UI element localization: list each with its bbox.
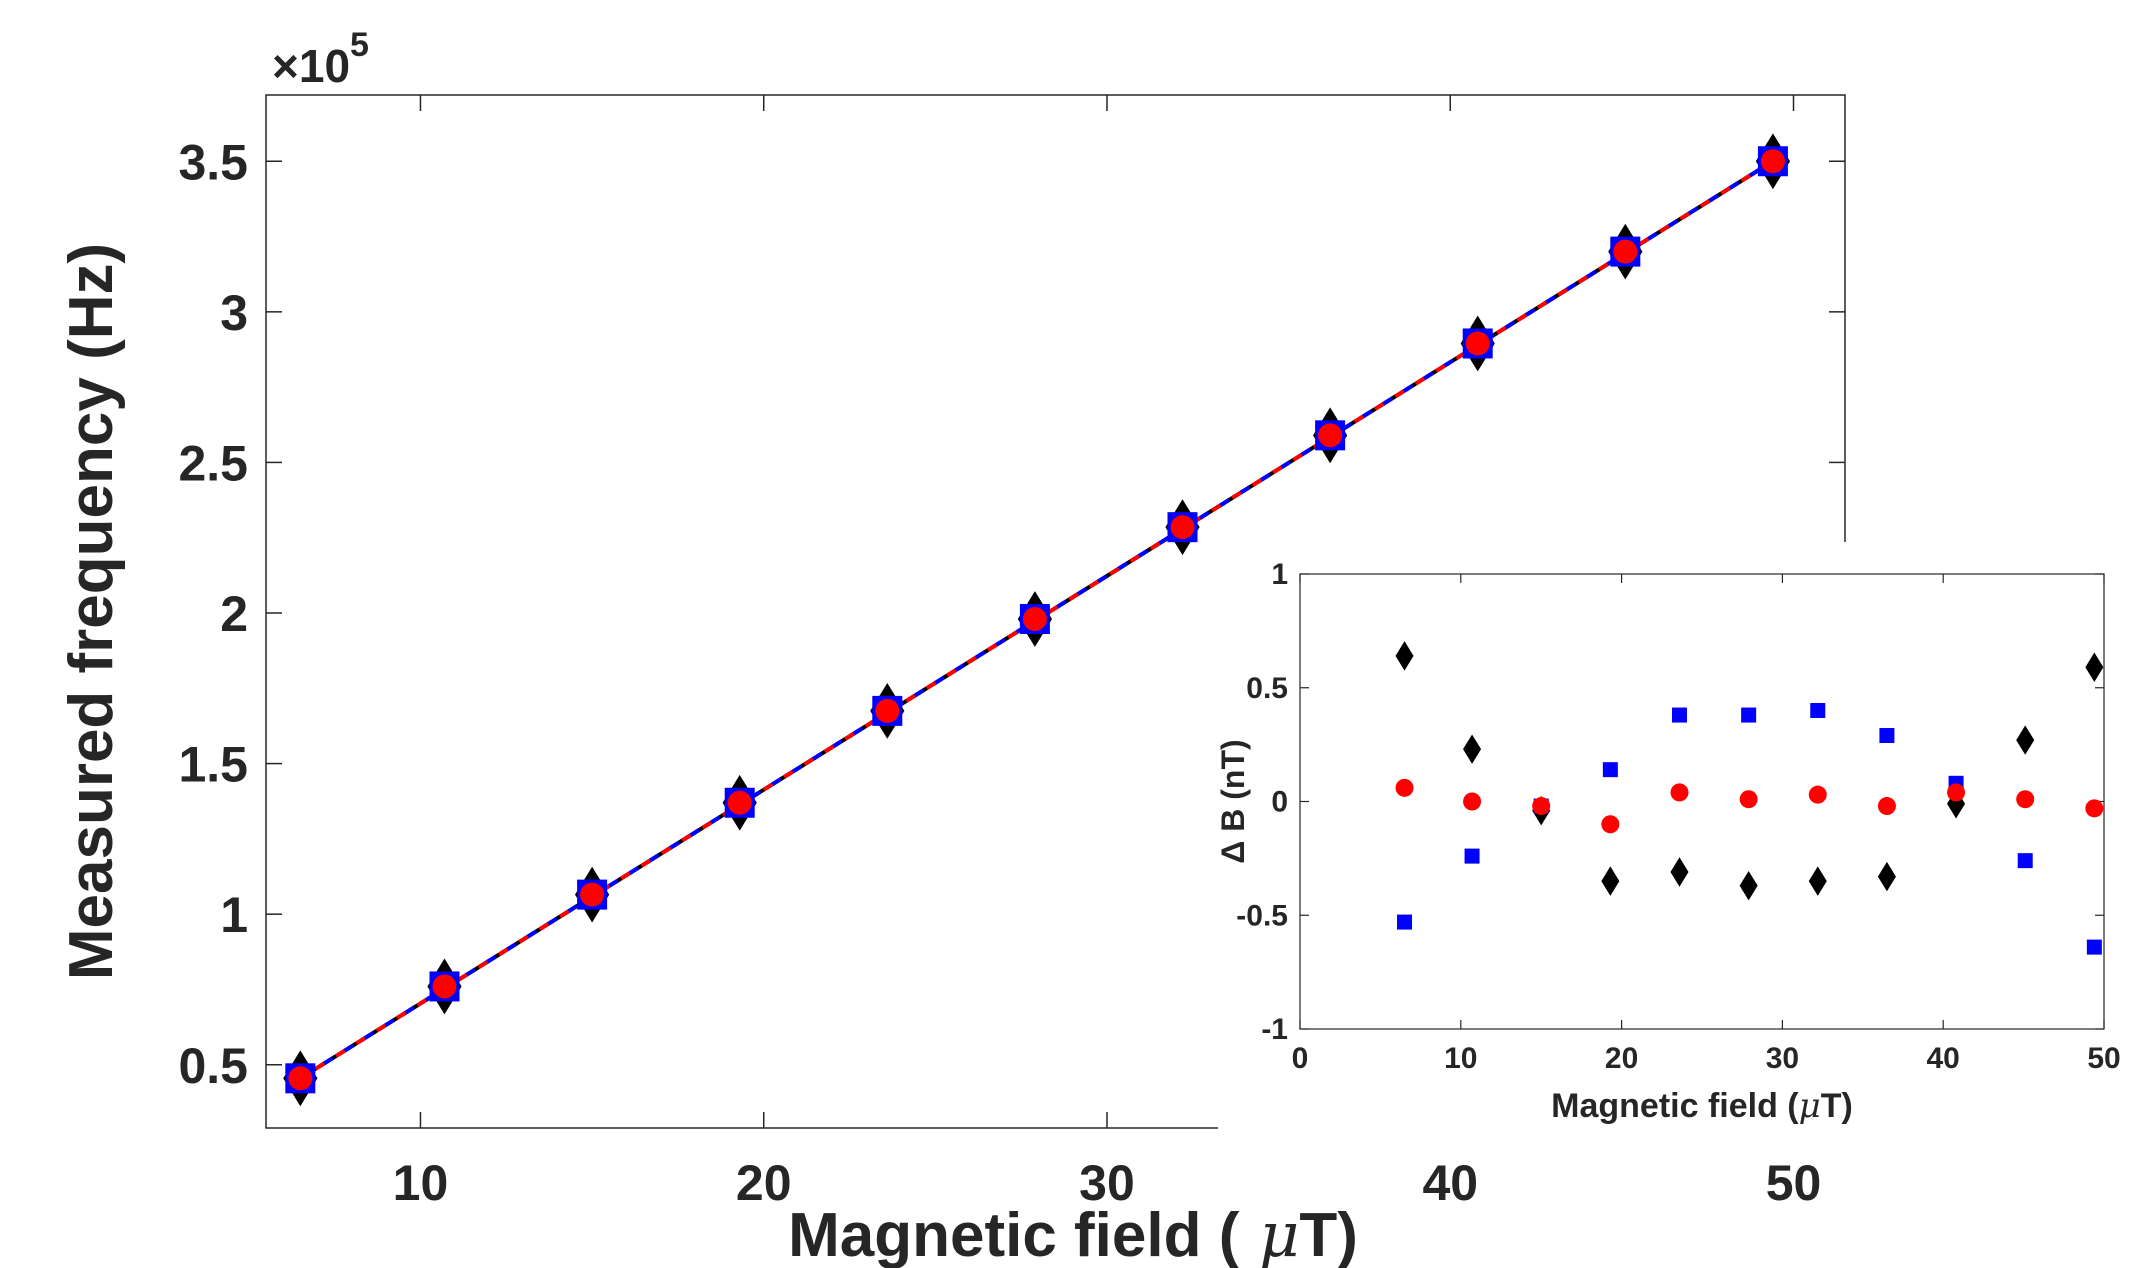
inset-point-diamond (1463, 734, 1482, 764)
inset-point-circle (2085, 799, 2104, 818)
main-point-circle (432, 974, 457, 999)
inset-chart: 0 10 20 30 40 50 -1 -0.5 0 0.5 1 Magnetic field (μT… (1215, 542, 2129, 1132)
main-x-tick-label: 30 (1079, 1155, 1135, 1211)
inset-point-square (1397, 914, 1413, 930)
inset-point-square (2017, 853, 2033, 869)
inset-y-tick-label: -0.5 (1236, 899, 1288, 932)
main-y-tick-label: 2 (220, 586, 248, 642)
inset-x-tick-label: 50 (2087, 1042, 2120, 1075)
main-point-circle (288, 1066, 313, 1091)
main-x-axis-label: Magnetic field ( μT) (788, 1198, 1358, 1268)
inset-x-tick-label: 40 (1927, 1042, 1960, 1075)
main-point-circle (1022, 607, 1047, 632)
main-point-circle (1613, 239, 1638, 264)
main-y-tick-label: 0.5 (178, 1038, 248, 1094)
inset-x-tick-label: 10 (1444, 1042, 1477, 1075)
inset-point-square (1602, 762, 1618, 778)
inset-point-circle (1670, 783, 1689, 802)
inset-point-circle (1739, 790, 1758, 809)
inset-point-square (1879, 728, 1895, 744)
inset-point-square (1464, 848, 1480, 864)
inset-point-circle (1947, 783, 1966, 802)
inset-y-tick-label: -1 (1261, 1013, 1288, 1046)
inset-point-circle (1395, 778, 1414, 797)
inset-point-diamond (1739, 870, 1758, 901)
inset-point-diamond (1877, 861, 1896, 892)
inset-point-diamond (1601, 866, 1620, 896)
main-x-tick-label: 20 (736, 1155, 792, 1211)
inset-y-tick-label: 0.5 (1246, 672, 1288, 705)
main-x-axis-label-mu: μ (1239, 1198, 1299, 1268)
main-y-tick-label: 3.5 (178, 134, 248, 190)
main-point-circle (875, 698, 900, 723)
inset-point-circle (1463, 792, 1482, 811)
main-y-tick-label: 1 (220, 887, 248, 943)
main-point-circle (1318, 423, 1343, 448)
main-x-axis-label-end: T) (1299, 1201, 1358, 1268)
inset-x-tick-label: 30 (1766, 1042, 1799, 1075)
inset-point-circle (1532, 797, 1551, 816)
main-x-tick-label: 50 (1766, 1155, 1822, 1211)
inset-point-square (2086, 939, 2102, 955)
inset-point-circle (1877, 797, 1896, 816)
inset-x-axis-label-end: T) (1821, 1087, 1853, 1125)
main-y-exponent-power: 5 (350, 26, 369, 64)
inset-x-tick-label: 0 (1292, 1042, 1309, 1075)
main-point-circle (580, 882, 605, 907)
main-point-circle (1170, 515, 1195, 540)
inset-point-square (1671, 707, 1687, 723)
inset-point-circle (2016, 790, 2035, 809)
inset-plot-area (1299, 573, 2105, 1030)
inset-y-tick-label: 1 (1271, 558, 1288, 591)
inset-point-diamond (1395, 641, 1414, 671)
main-x-tick-label: 10 (393, 1155, 449, 1211)
main-x-tick-label: 40 (1422, 1155, 1478, 1211)
main-y-exponent: ×105 (272, 26, 369, 92)
inset-y-axis-label: Δ B (nT) (1215, 739, 1251, 863)
inset-point-square (1741, 707, 1757, 723)
inset-point-diamond (1808, 866, 1827, 896)
inset-x-axis-label: Magnetic field (μT) (1551, 1086, 1853, 1126)
main-y-tick-label: 1.5 (178, 737, 248, 793)
inset-point-diamond (1670, 857, 1689, 887)
inset-point-circle (1601, 815, 1620, 834)
inset-y-tick-label: 0 (1271, 786, 1288, 819)
inset-point-square (1810, 703, 1826, 718)
inset-point-circle (1808, 785, 1827, 804)
inset-x-axis-label-mu: μ (1799, 1086, 1821, 1126)
main-y-axis-label: Measured frequency (Hz) (57, 243, 126, 980)
main-point-circle (727, 790, 752, 815)
inset-x-tick-label: 20 (1605, 1042, 1638, 1075)
main-point-circle (1760, 149, 1785, 174)
inset-point-diamond (2085, 652, 2104, 682)
main-y-tick-label: 2.5 (178, 435, 248, 491)
main-point-circle (1465, 331, 1490, 356)
main-y-tick-label: 3 (220, 285, 248, 341)
inset-point-diamond (2016, 725, 2035, 755)
